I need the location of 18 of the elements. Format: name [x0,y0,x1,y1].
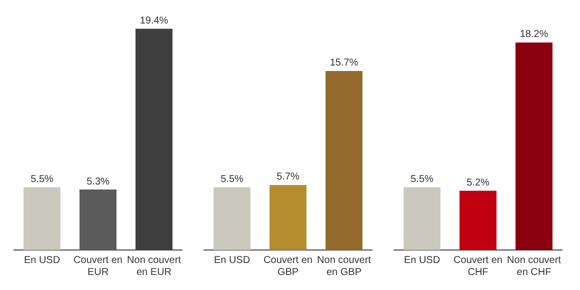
x-tick-label: Couvert en GBP [264,254,312,278]
x-tick-label: En USD [404,254,440,266]
data-label: 5.7% [276,172,300,183]
data-label: 18.2% [520,29,548,40]
data-label: 5.5% [30,174,54,186]
x-tick-label: Non couvert en CHF [507,254,562,278]
data-label: 5.5% [220,174,244,186]
x-tick-label: Non couvert en EUR [127,254,182,278]
x-tick-label: Couvert en EUR [74,254,122,278]
x-tick-label: Couvert en CHF [454,254,502,278]
x-tick-label: En USD [214,254,250,266]
data-label: 5.2% [466,177,490,188]
x-tick-label: En USD [24,254,60,266]
data-label: 19.4% [140,16,168,27]
data-label: 5.5% [410,174,434,186]
data-label: 15.7% [330,58,358,69]
data-label: 5.3% [86,176,110,188]
x-tick-label: Non couvert en GBP [317,254,372,278]
